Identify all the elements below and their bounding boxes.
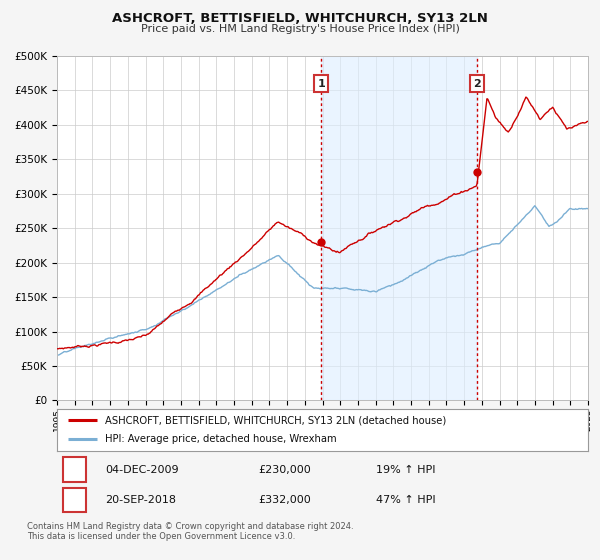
Text: 04-DEC-2009: 04-DEC-2009 bbox=[105, 465, 178, 475]
Text: This data is licensed under the Open Government Licence v3.0.: This data is licensed under the Open Gov… bbox=[27, 532, 295, 541]
Text: Contains HM Land Registry data © Crown copyright and database right 2024.: Contains HM Land Registry data © Crown c… bbox=[27, 522, 353, 531]
Text: 1: 1 bbox=[70, 463, 79, 476]
Text: £230,000: £230,000 bbox=[259, 465, 311, 475]
Text: 47% ↑ HPI: 47% ↑ HPI bbox=[376, 495, 435, 505]
Text: £332,000: £332,000 bbox=[259, 495, 311, 505]
Text: ASHCROFT, BETTISFIELD, WHITCHURCH, SY13 2LN (detached house): ASHCROFT, BETTISFIELD, WHITCHURCH, SY13 … bbox=[105, 415, 446, 425]
Text: 1: 1 bbox=[317, 78, 325, 88]
FancyBboxPatch shape bbox=[64, 488, 86, 512]
Text: 2: 2 bbox=[70, 493, 79, 506]
Text: 2: 2 bbox=[473, 78, 481, 88]
Text: HPI: Average price, detached house, Wrexham: HPI: Average price, detached house, Wrex… bbox=[105, 435, 337, 445]
Text: Price paid vs. HM Land Registry's House Price Index (HPI): Price paid vs. HM Land Registry's House … bbox=[140, 24, 460, 34]
Bar bbox=[321, 56, 477, 400]
Text: ASHCROFT, BETTISFIELD, WHITCHURCH, SY13 2LN: ASHCROFT, BETTISFIELD, WHITCHURCH, SY13 … bbox=[112, 12, 488, 25]
Text: 19% ↑ HPI: 19% ↑ HPI bbox=[376, 465, 435, 475]
FancyBboxPatch shape bbox=[64, 458, 86, 482]
Text: 20-SEP-2018: 20-SEP-2018 bbox=[105, 495, 176, 505]
